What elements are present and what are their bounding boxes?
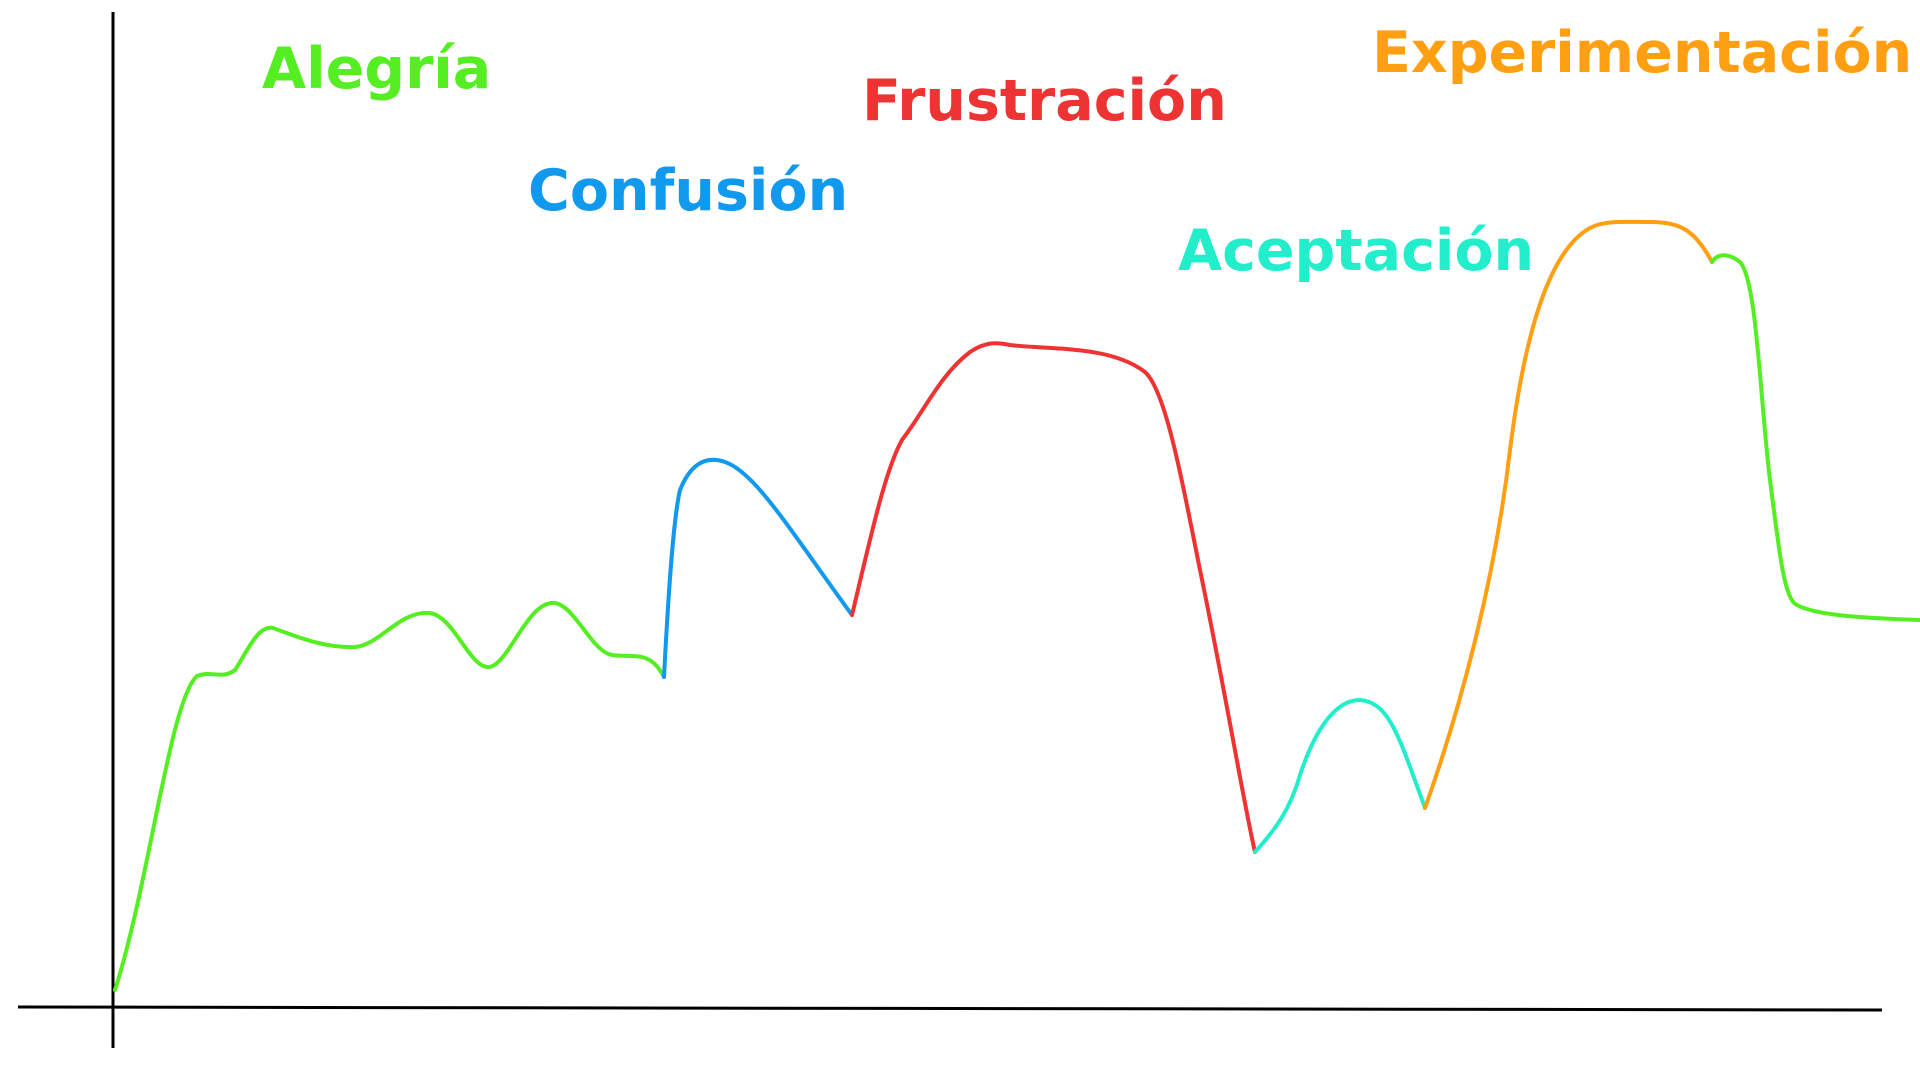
- curve-segment-aceptacion: [1253, 698, 1427, 854]
- curve-segment-frustracion: [850, 341, 1257, 854]
- stage-label-aceptacion: Aceptación: [1178, 218, 1534, 284]
- curve-segment-confusion: [662, 457, 854, 679]
- stage-label-experimentacion: Experimentación: [1372, 20, 1912, 86]
- curve-segment-experimentacion: [1423, 219, 1714, 810]
- x-axis: [17, 1005, 1883, 1012]
- curve-segment-alegria: [113, 601, 666, 992]
- stage-label-frustracion: Frustración: [862, 68, 1227, 134]
- stage-label-alegria: Alegría: [262, 36, 491, 102]
- curve-segment-alegria-final: [1710, 253, 1920, 622]
- stage-label-confusion: Confusión: [528, 158, 848, 224]
